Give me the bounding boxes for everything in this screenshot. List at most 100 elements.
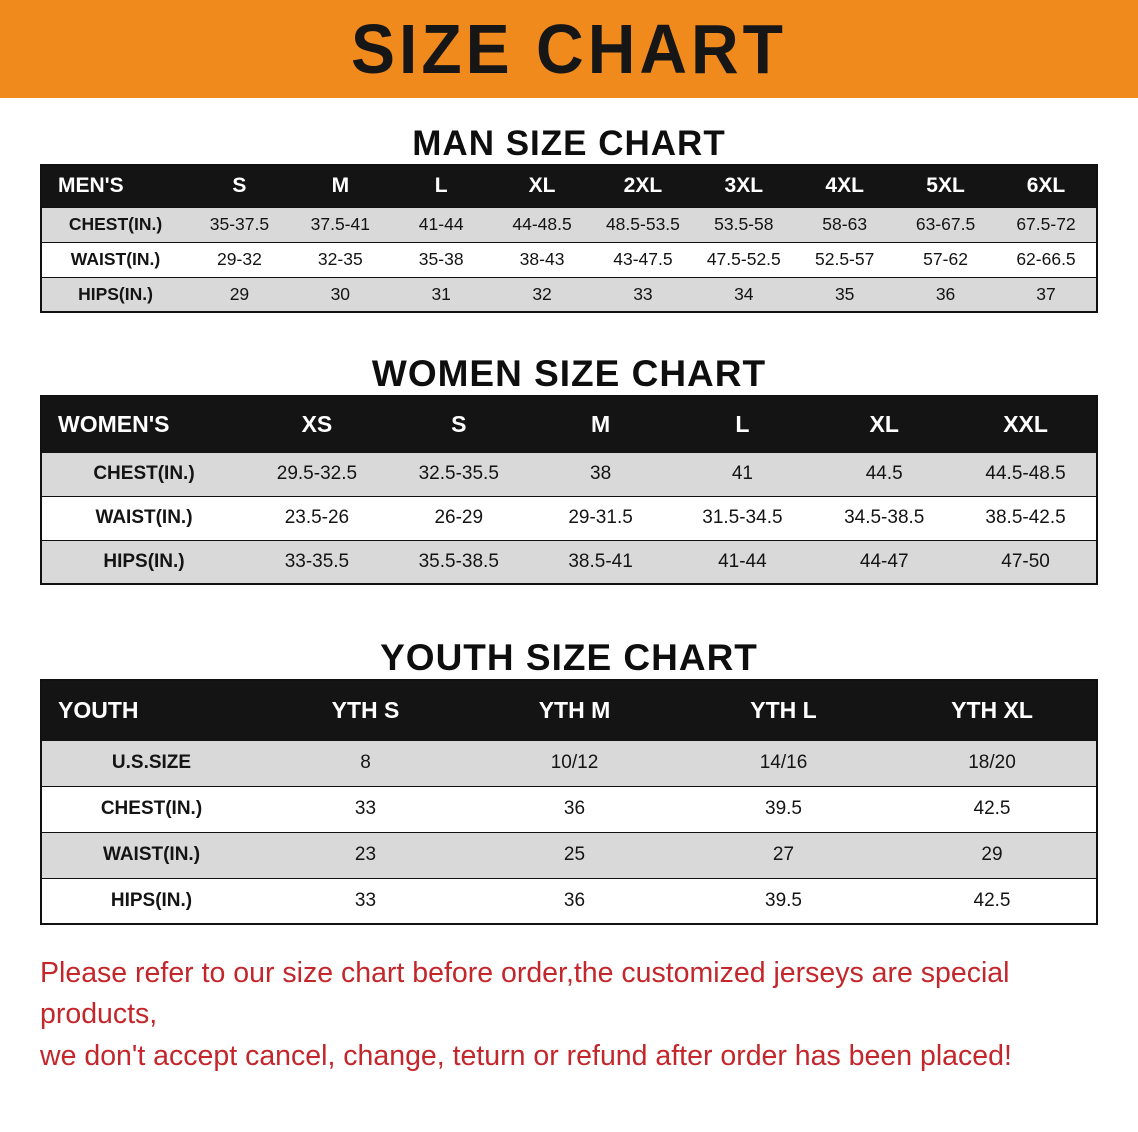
size-value-cell: 27: [679, 831, 888, 878]
size-value-cell: 10/12: [470, 739, 679, 786]
size-value-cell: 39.5: [679, 877, 888, 924]
banner: SIZE CHART: [0, 0, 1138, 98]
size-value-cell: 29.5-32.5: [246, 451, 388, 496]
size-value-cell: 57-62: [895, 241, 996, 277]
section-men: MAN SIZE CHART MEN'S S M L XL 2XL 3XL 4XL 5XL 6XL…: [0, 124, 1138, 313]
size-value-cell: 32-35: [289, 241, 391, 277]
size-header-cell: YTH S: [261, 680, 470, 740]
size-header-cell: S: [189, 165, 290, 207]
size-value-cell: 42.5: [888, 785, 1097, 832]
size-value-cell: 38: [529, 451, 672, 496]
table-row: U.S.SIZE 8 10/12 14/16 18/20: [41, 739, 1097, 786]
size-header-cell: S: [387, 396, 530, 452]
table-row: WAIST(IN.) 23.5-26 26-29 29-31.5 31.5-34.5 34…: [41, 495, 1097, 540]
page-title: SIZE CHART: [351, 10, 787, 88]
row-label: WAIST(IN.): [41, 831, 261, 878]
section-heading: MAN SIZE CHART: [412, 124, 726, 163]
size-value-cell: 37: [996, 276, 1097, 312]
order-warning-note: Please refer to our size chart before or…: [40, 953, 1102, 1077]
size-header-cell: YTH XL: [888, 680, 1097, 740]
size-header-cell: M: [529, 396, 672, 452]
size-value-cell: 53.5-58: [693, 206, 795, 242]
size-value-cell: 33: [261, 877, 470, 924]
size-header-cell: YTH M: [470, 680, 679, 740]
row-label: U.S.SIZE: [41, 739, 261, 786]
size-value-cell: 41-44: [671, 539, 814, 584]
size-header-cell: XS: [246, 396, 388, 452]
section-youth: YOUTH SIZE CHART YOUTH YTH S YTH M YTH L YTH…: [0, 637, 1138, 925]
size-header-cell: XL: [813, 396, 956, 452]
size-value-cell: 23: [261, 831, 470, 878]
size-value-cell: 42.5: [888, 877, 1097, 924]
size-value-cell: 18/20: [888, 739, 1097, 786]
size-value-cell: 32: [491, 276, 593, 312]
row-label: HIPS(IN.): [41, 276, 189, 312]
size-value-cell: 35.5-38.5: [387, 539, 530, 584]
section-women: WOMEN SIZE CHART WOMEN'S XS S M L XL XXL CHEST…: [0, 353, 1138, 585]
size-value-cell: 44.5: [813, 451, 956, 496]
table-row: WAIST(IN.) 23 25 27 29: [41, 831, 1097, 878]
size-value-cell: 33: [261, 785, 470, 832]
table-row: HIPS(IN.) 33-35.5 35.5-38.5 38.5-41 41-44 44-…: [41, 539, 1097, 584]
size-value-cell: 29-31.5: [529, 495, 672, 540]
men-size-table: MEN'S S M L XL 2XL 3XL 4XL 5XL 6XL CHEST(IN.) 35-3…: [40, 164, 1098, 313]
size-value-cell: 32.5-35.5: [387, 451, 530, 496]
women-size-table: WOMEN'S XS S M L XL XXL CHEST(IN.) 29.5-32.5 32.…: [40, 395, 1098, 585]
size-value-cell: 29-32: [189, 241, 290, 277]
table-header-row: YOUTH YTH S YTH M YTH L YTH XL: [41, 680, 1097, 740]
table-body: CHEST(IN.) 35-37.5 37.5-41 41-44 44-48.5 48.5…: [41, 206, 1097, 312]
table-head: YOUTH YTH S YTH M YTH L YTH XL: [41, 680, 1097, 740]
size-value-cell: 8: [261, 739, 470, 786]
size-value-cell: 63-67.5: [895, 206, 996, 242]
size-value-cell: 48.5-53.5: [592, 206, 694, 242]
table-title-cell: YOUTH: [41, 680, 261, 740]
size-value-cell: 35: [794, 276, 896, 312]
size-value-cell: 47.5-52.5: [693, 241, 795, 277]
table-head: WOMEN'S XS S M L XL XXL: [41, 396, 1097, 452]
size-value-cell: 30: [289, 276, 391, 312]
size-value-cell: 38-43: [491, 241, 593, 277]
size-value-cell: 36: [470, 877, 679, 924]
warning-line: we don't accept cancel, change, teturn o…: [40, 1039, 1012, 1072]
size-value-cell: 41-44: [390, 206, 492, 242]
size-header-cell: M: [289, 165, 391, 207]
size-value-cell: 34.5-38.5: [813, 495, 956, 540]
size-value-cell: 67.5-72: [996, 206, 1097, 242]
size-value-cell: 44-48.5: [491, 206, 593, 242]
size-value-cell: 44.5-48.5: [955, 451, 1097, 496]
size-value-cell: 33: [592, 276, 694, 312]
table-row: CHEST(IN.) 29.5-32.5 32.5-35.5 38 41 44.5 44.5…: [41, 451, 1097, 496]
table-header-row: WOMEN'S XS S M L XL XXL: [41, 396, 1097, 452]
size-header-cell: L: [390, 165, 492, 207]
table-head: MEN'S S M L XL 2XL 3XL 4XL 5XL 6XL: [41, 165, 1097, 207]
size-value-cell: 52.5-57: [794, 241, 896, 277]
table-row: CHEST(IN.) 33 36 39.5 42.5: [41, 785, 1097, 832]
size-value-cell: 38.5-41: [529, 539, 672, 584]
table-body: U.S.SIZE 8 10/12 14/16 18/20 CHEST(IN.) 33 36 39…: [41, 739, 1097, 924]
warning-line: Please refer to our size chart before or…: [40, 957, 1010, 1031]
row-label: HIPS(IN.): [41, 877, 261, 924]
size-header-cell: XXL: [955, 396, 1097, 452]
size-value-cell: 44-47: [813, 539, 956, 584]
size-value-cell: 37.5-41: [289, 206, 391, 242]
size-header-cell: 5XL: [895, 165, 996, 207]
size-value-cell: 29: [189, 276, 290, 312]
size-value-cell: 29: [888, 831, 1097, 878]
size-value-cell: 39.5: [679, 785, 888, 832]
table-body: CHEST(IN.) 29.5-32.5 32.5-35.5 38 41 44.5 44.5…: [41, 451, 1097, 584]
row-label: WAIST(IN.): [41, 495, 246, 540]
size-value-cell: 38.5-42.5: [955, 495, 1097, 540]
table-row: WAIST(IN.) 29-32 32-35 35-38 38-43 43-47.5 47.…: [41, 241, 1097, 277]
row-label: CHEST(IN.): [41, 451, 246, 496]
size-value-cell: 62-66.5: [996, 241, 1097, 277]
row-label: HIPS(IN.): [41, 539, 246, 584]
size-value-cell: 23.5-26: [246, 495, 388, 540]
table-row: HIPS(IN.) 29 30 31 32 33 34 35 36 37: [41, 276, 1097, 312]
row-label: WAIST(IN.): [41, 241, 189, 277]
size-header-cell: 3XL: [693, 165, 795, 207]
size-value-cell: 33-35.5: [246, 539, 388, 584]
size-value-cell: 43-47.5: [592, 241, 694, 277]
size-header-cell: YTH L: [679, 680, 888, 740]
size-header-cell: 2XL: [592, 165, 694, 207]
